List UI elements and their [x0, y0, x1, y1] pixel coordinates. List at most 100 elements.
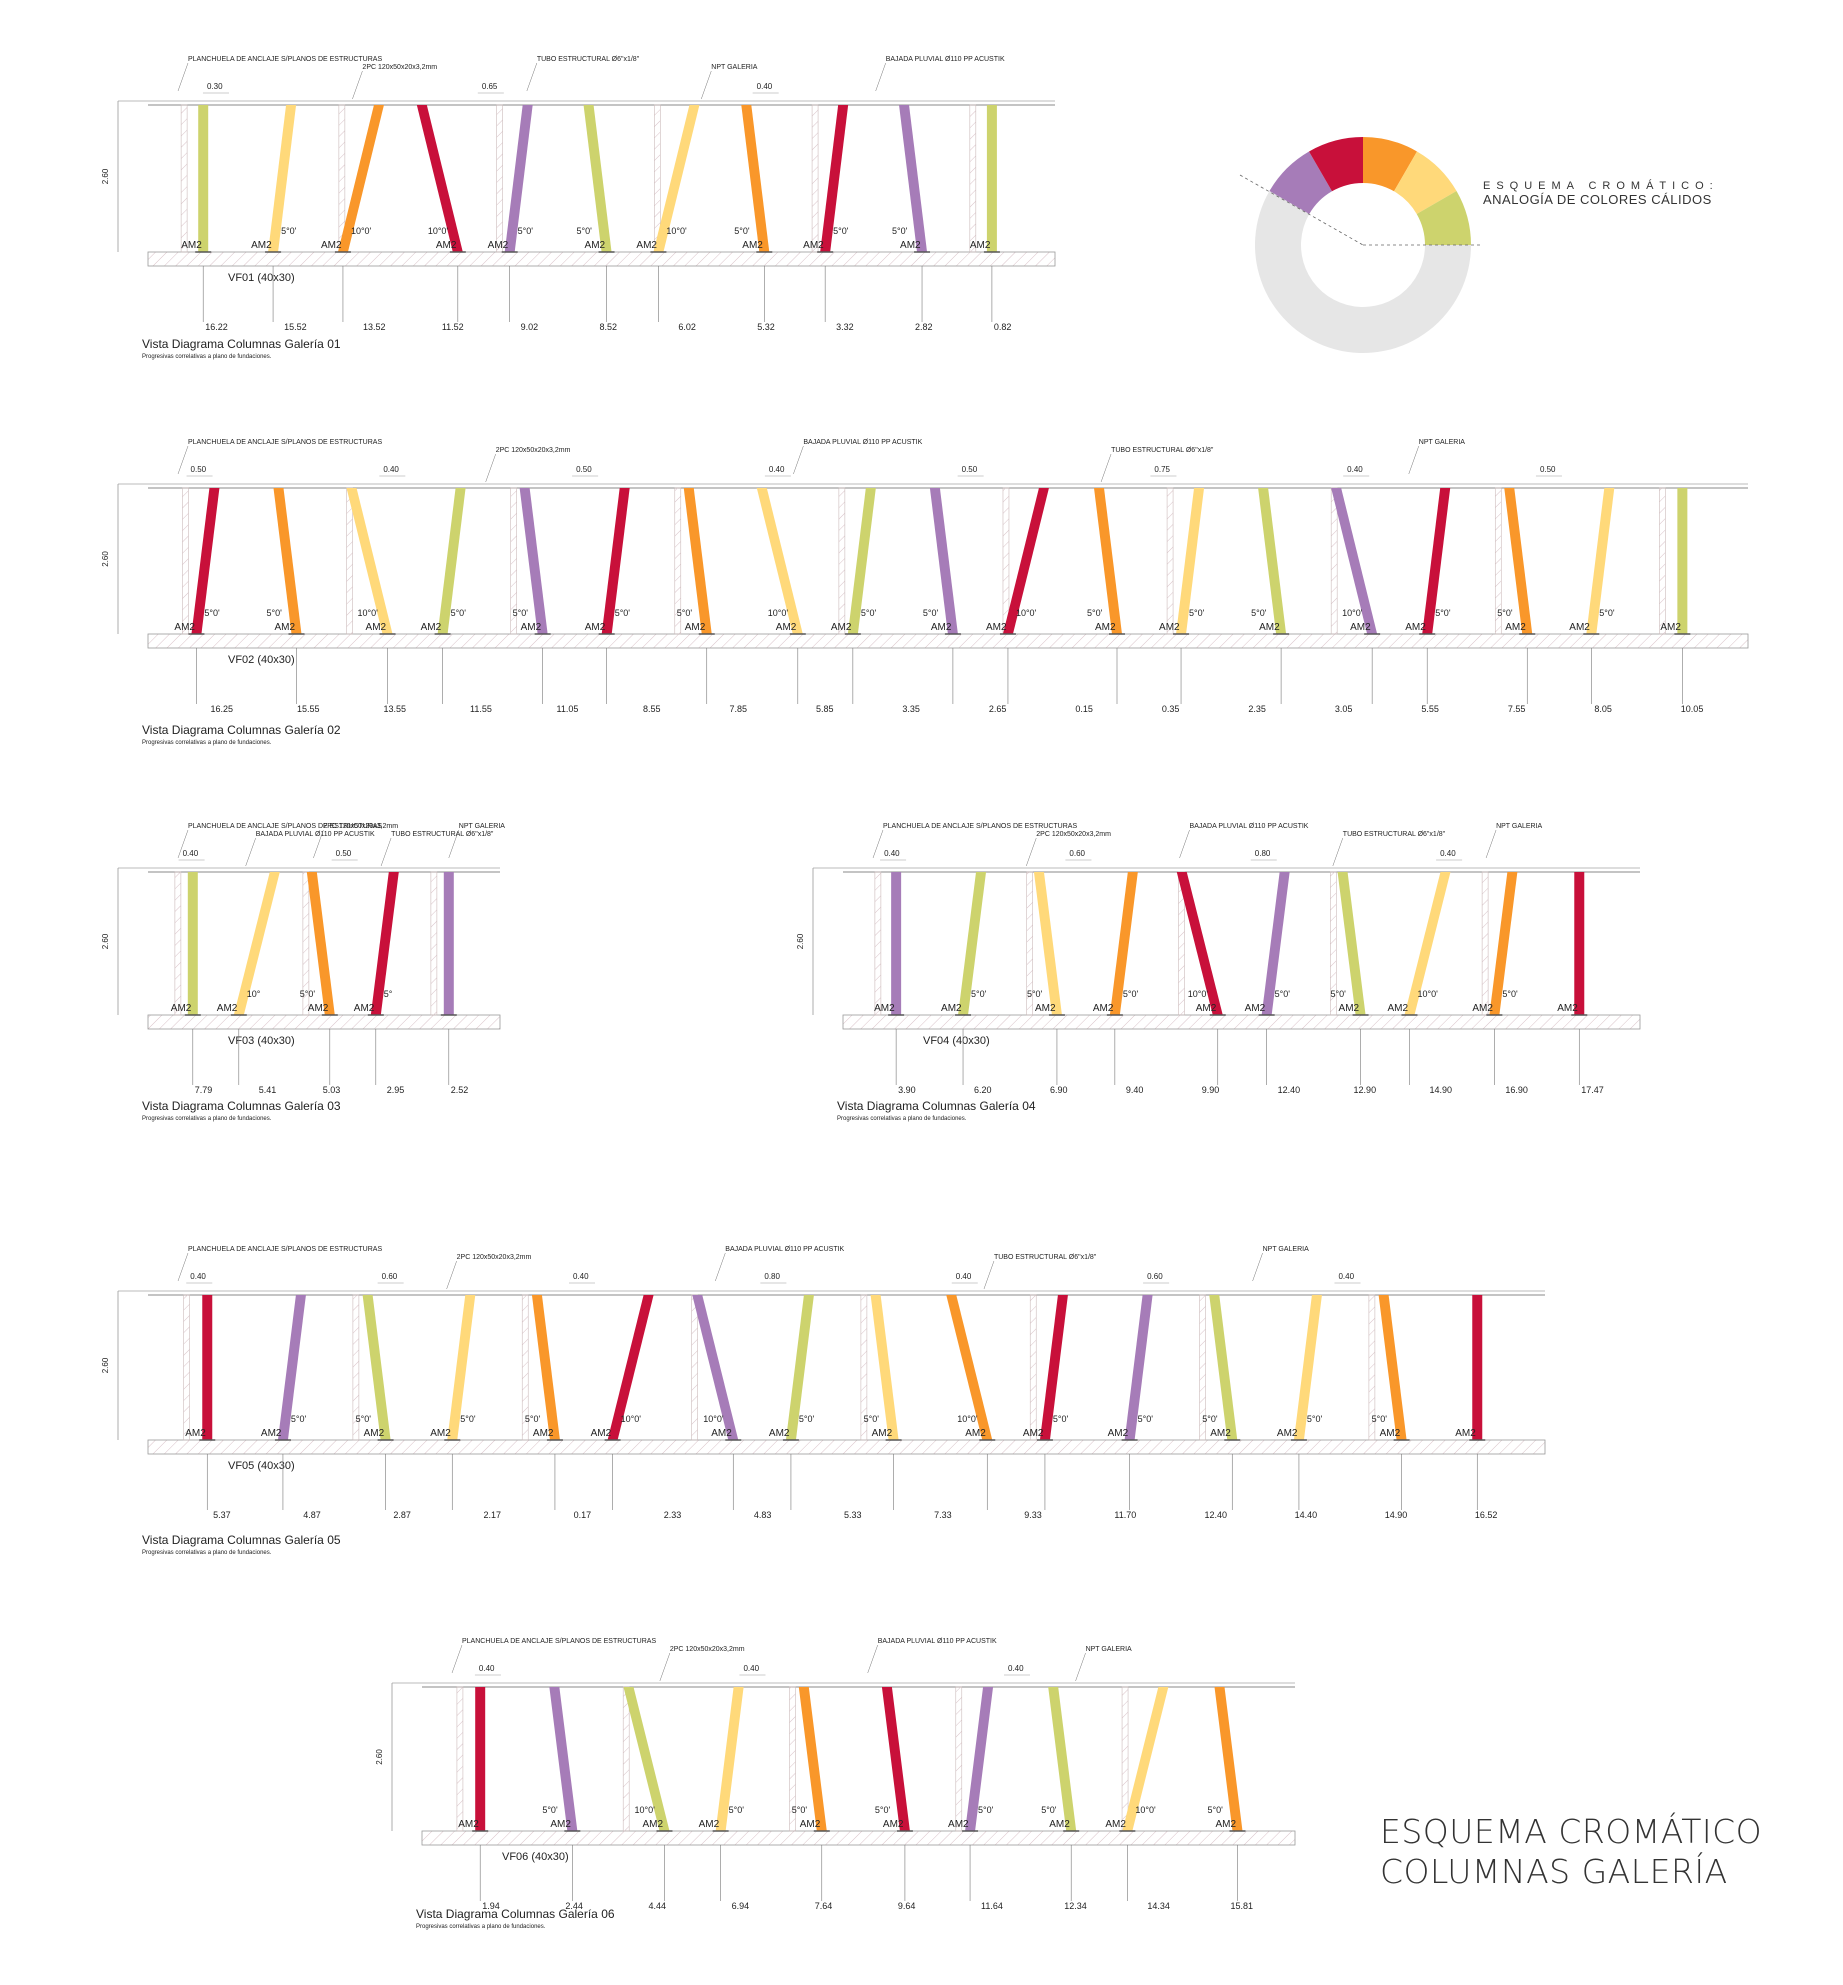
column-angle-label: 10°0': [1188, 989, 1209, 999]
progressive-value: 14.90: [1429, 1085, 1452, 1095]
column-angle-label: 10°0': [703, 1414, 724, 1424]
progressive-value: 2.17: [483, 1510, 501, 1520]
floor-beam: [421, 1830, 1296, 1846]
floor-beam: [147, 1014, 501, 1030]
column-angle-label: 5°0': [1123, 989, 1139, 999]
floor-beam-label: VF05 (40x30): [228, 1460, 295, 1472]
floor-beam: [842, 1014, 1641, 1030]
column-angle-label: 5°: [384, 989, 393, 999]
progressive-value: 0.17: [574, 1510, 592, 1520]
gap-dimension-label: 0.60: [1147, 1272, 1163, 1281]
column-purple: [504, 105, 533, 252]
column-green: [583, 105, 612, 252]
column-anchor-label: AM2: [354, 1003, 375, 1014]
annotation-note: BAJADA PLUVIAL Ø110 PP ACUSTIK: [803, 439, 922, 446]
column-green: [1677, 488, 1688, 634]
column-angle-label: 10°0': [666, 226, 687, 236]
gap-dimension-label: 0.60: [1069, 849, 1085, 858]
annotation-note: PLANCHUELA DE ANCLAJE S/PLANOS DE ESTRUC…: [188, 823, 382, 830]
column-anchor-label: AM2: [986, 622, 1007, 633]
column-yellow: [447, 1295, 476, 1440]
gap-dimension-label: 0.30: [207, 82, 223, 91]
annotation-leader: [793, 445, 804, 475]
progressive-value: 0.35: [1162, 704, 1180, 714]
column-angle-label: 5°0': [799, 1414, 815, 1424]
column-angle-label: 5°0': [892, 226, 908, 236]
column-angle-label: 5°0': [864, 1414, 880, 1424]
height-dimension-label: 2.60: [101, 168, 110, 184]
floor-beam: [147, 633, 1749, 649]
annotation-leader: [245, 837, 256, 867]
column-purple: [692, 1295, 739, 1440]
gap-dimension-label: 0.40: [1338, 1272, 1354, 1281]
sheet-title: ESQUEMA CROMÁTICO COLUMNAS GALERÍA: [1380, 1812, 1762, 1892]
column-anchor-label: AM2: [1569, 622, 1590, 633]
annotation-note: 2PC 120x50x20x3,2mm: [670, 1646, 745, 1653]
progressive-value: 3.32: [836, 322, 854, 332]
height-dimension-label: 2.60: [796, 933, 805, 949]
gap-dimension-label: 0.40: [190, 1272, 206, 1281]
rain-pipe: [1026, 871, 1033, 1016]
column-orange: [946, 1295, 993, 1440]
column-orange: [1489, 872, 1518, 1015]
column-anchor-label: AM2: [421, 622, 442, 633]
annotation-leader: [715, 1252, 726, 1282]
column-angle-label: 5°0': [923, 608, 939, 618]
rain-pipe: [456, 1686, 464, 1832]
annotation-note: PLANCHUELA DE ANCLAJE S/PLANOS DE ESTRUC…: [188, 439, 382, 446]
progressive-value: 6.20: [974, 1085, 992, 1095]
column-angle-label: 5°0': [513, 608, 529, 618]
progressive-value: 2.52: [451, 1085, 469, 1095]
column-yellow: [756, 488, 803, 634]
column-angle-label: 5°0': [1053, 1414, 1069, 1424]
progressive-value: 9.33: [1024, 1510, 1042, 1520]
column-orange: [337, 105, 384, 252]
column-anchor-label: AM2: [874, 1003, 895, 1014]
column-green: [986, 105, 997, 252]
annotation-leader: [177, 1252, 189, 1282]
annotation-leader: [446, 1260, 457, 1290]
donut-segment-gray: [1255, 191, 1471, 353]
height-dimension-label: 2.60: [101, 933, 110, 949]
rain-pipe: [510, 487, 517, 635]
annotation-note: BAJADA PLUVIAL Ø110 PP ACUSTIK: [725, 1246, 844, 1253]
galleries-layer: 2.60 VF01 (40x30) AM2 AM2 5°0' AM2 10°0' AM2 10°…: [101, 56, 1749, 1930]
gallery-title: Vista Diagrama Columnas Galería 01: [142, 337, 341, 351]
progressive-value: 2.95: [387, 1085, 405, 1095]
rain-pipe: [860, 1294, 868, 1441]
annotation-leader: [177, 445, 189, 475]
column-orange: [798, 1687, 827, 1831]
column-anchor-label: AM2: [1245, 1003, 1266, 1014]
annotation-note: BAJADA PLUVIAL Ø110 PP ACUSTIK: [878, 1638, 997, 1645]
column-angle-label: 10°0': [957, 1414, 978, 1424]
rain-pipe: [521, 1294, 529, 1441]
annotation-note: 2PC 120x50x20x3,2mm: [1036, 831, 1111, 838]
progressive-value: 4.87: [303, 1510, 321, 1520]
height-dimension-label: 2.60: [101, 1357, 110, 1373]
gap-dimension-label: 0.40: [884, 849, 900, 858]
annotation-note: PLANCHUELA DE ANCLAJE S/PLANOS DE ESTRUC…: [188, 1246, 382, 1253]
gallery-2: 2.60 VF02 (40x30) AM2 5°0' AM2 5°0' AM2 10°0' AM…: [101, 439, 1749, 746]
column-red: [191, 488, 220, 634]
column-angle-label: 10°0': [428, 226, 449, 236]
column-angle-label: 10°: [247, 989, 261, 999]
column-anchor-label: AM2: [970, 240, 991, 251]
column-angle-label: 5°0': [1251, 608, 1267, 618]
column-anchor-label: AM2: [533, 1428, 554, 1439]
column-angle-label: 5°0': [861, 608, 877, 618]
column-green: [1337, 872, 1366, 1015]
progressive-value: 5.41: [259, 1085, 277, 1095]
rain-pipe: [955, 1686, 963, 1832]
progressive-value: 0.15: [1075, 704, 1093, 714]
column-angle-label: 5°0': [1087, 608, 1103, 618]
column-anchor-label: AM2: [436, 240, 457, 251]
progressive-value: 7.79: [195, 1085, 213, 1095]
annotation-note: 2PC 120x50x20x3,2mm: [496, 447, 571, 454]
column-anchor-label: AM2: [591, 1428, 612, 1439]
column-orange: [531, 1295, 560, 1440]
progressive-value: 12.40: [1278, 1085, 1301, 1095]
column-anchor-label: AM2: [1505, 622, 1526, 633]
column-red: [1176, 872, 1223, 1015]
column-purple: [1331, 488, 1378, 634]
column-green: [187, 872, 198, 1015]
